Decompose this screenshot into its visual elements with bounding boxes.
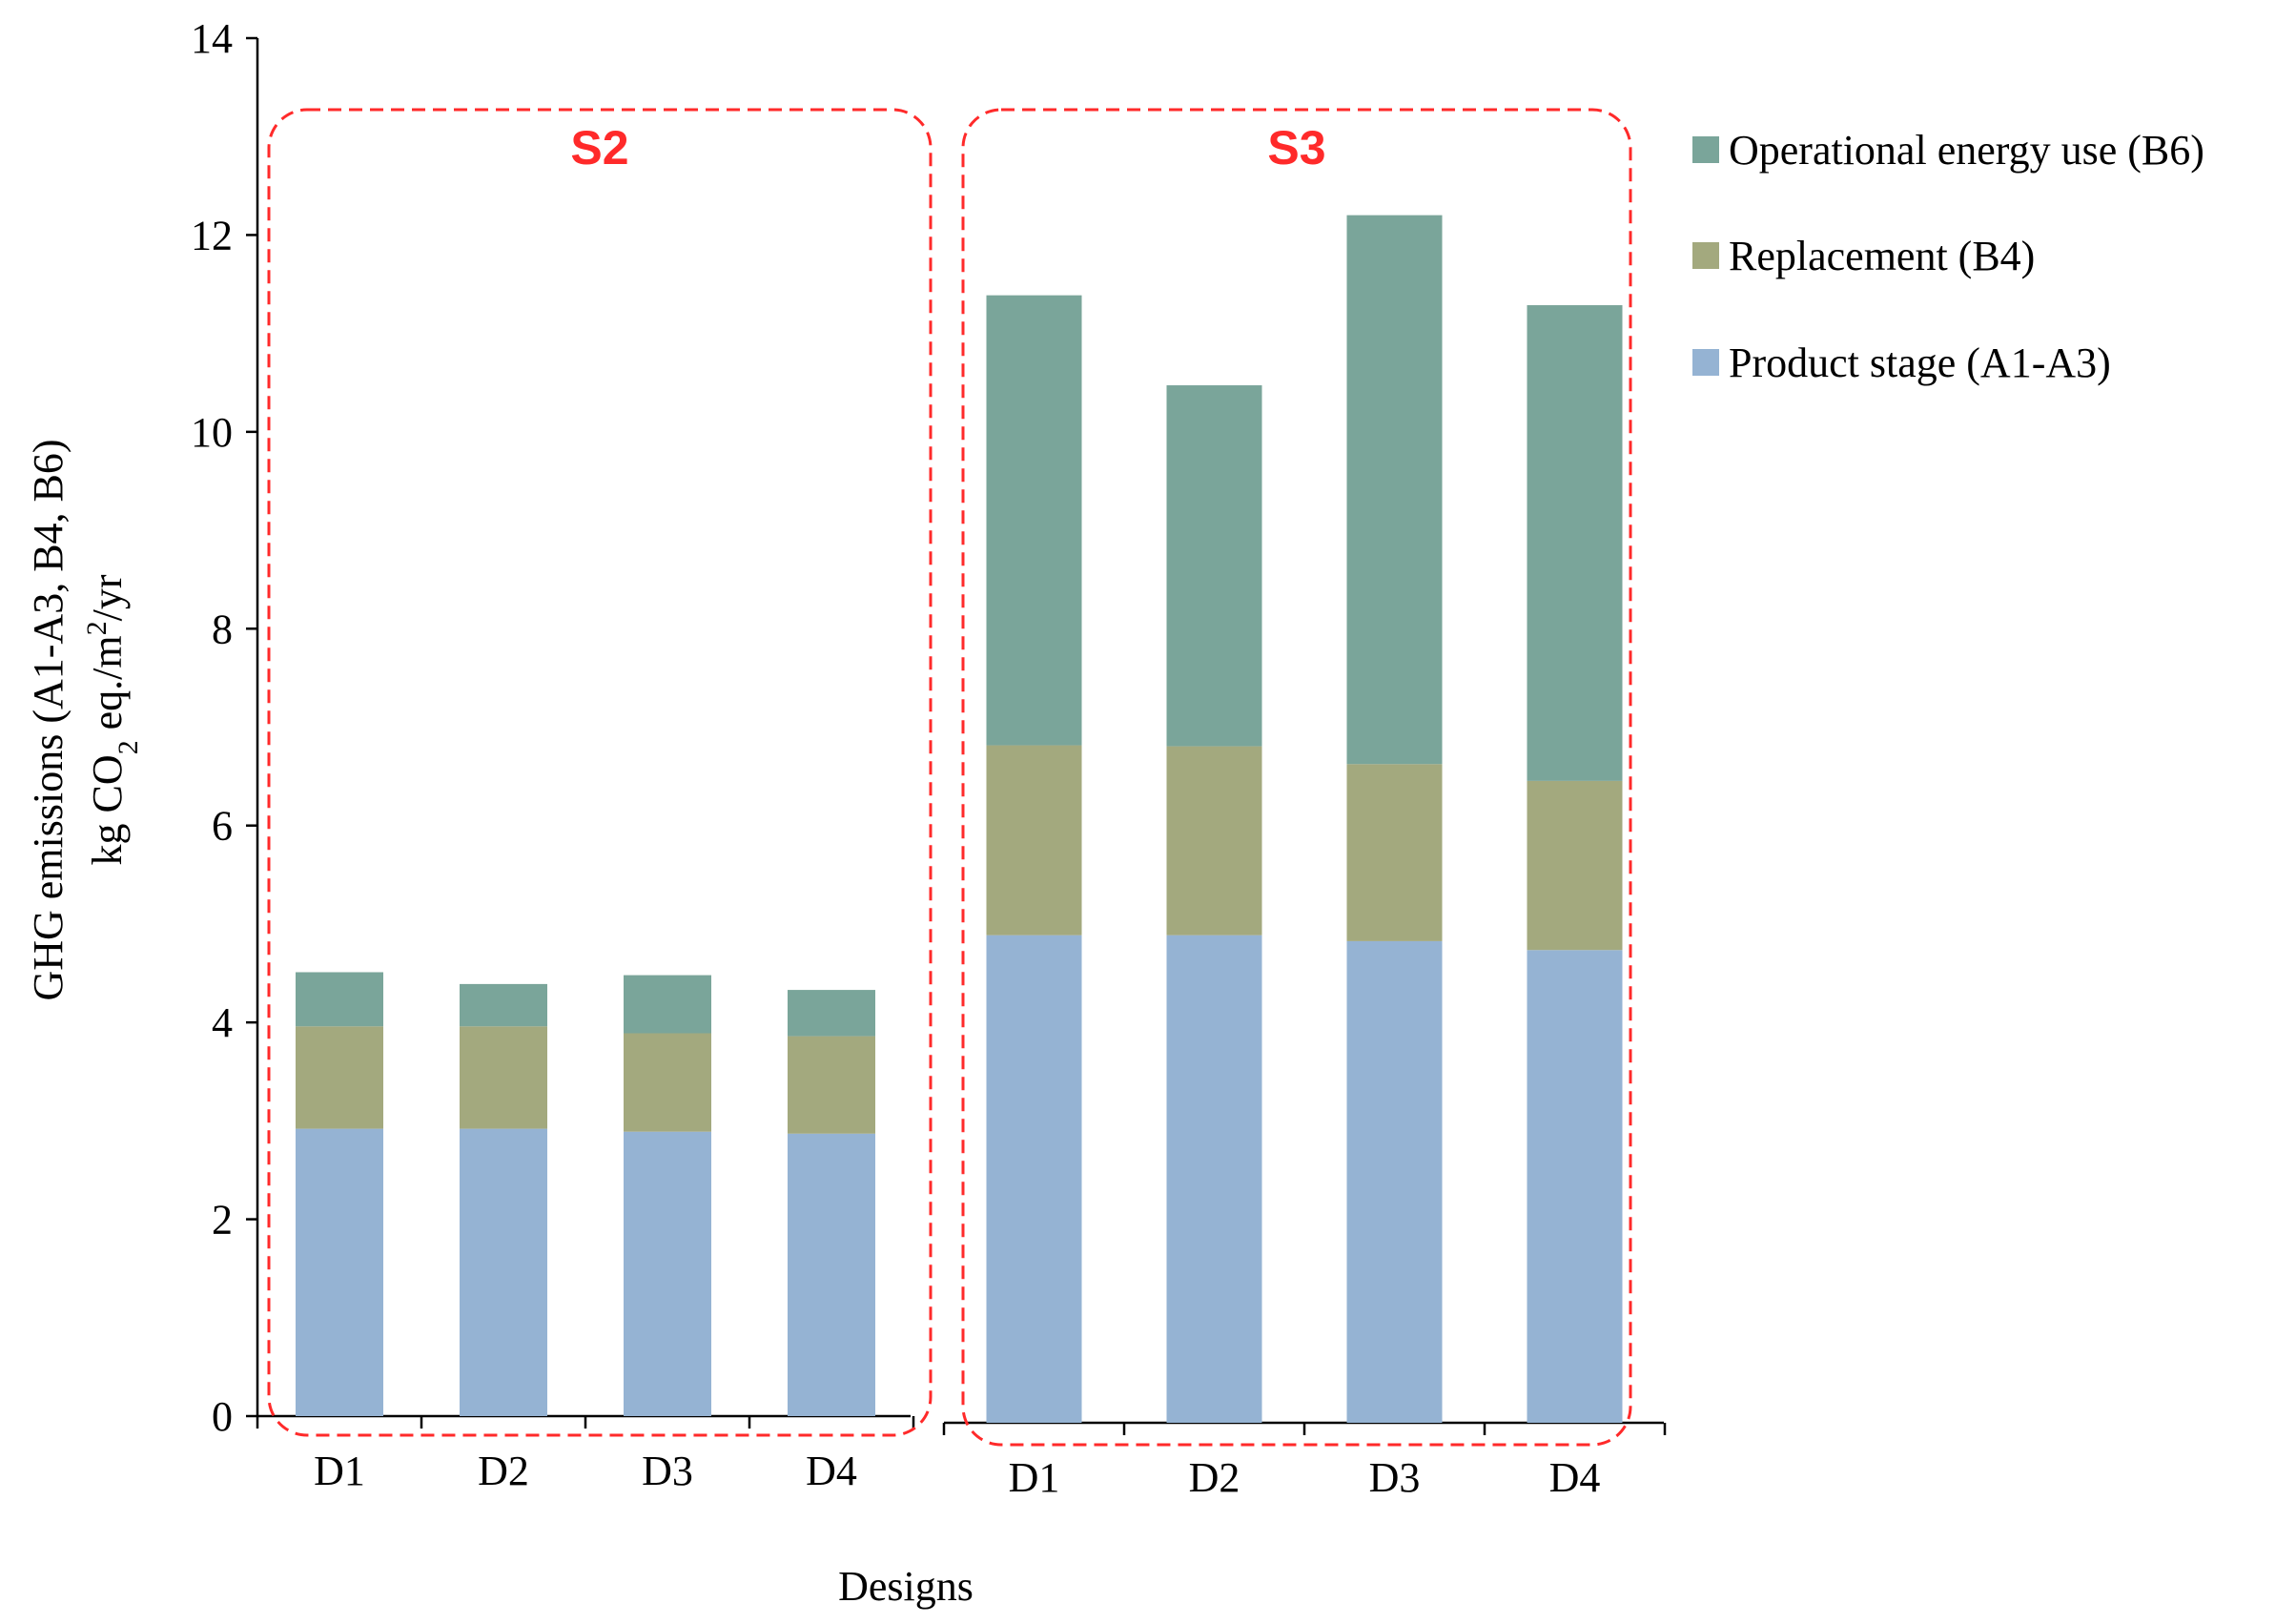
bar-s3-d3-series-0 [1346,940,1443,1423]
bar-s3-d4-series-2 [1527,305,1623,781]
bar-s3-d4-series-1 [1527,780,1623,951]
bar-s2-d4-series-2 [788,990,875,1037]
axes: 0 2 4 6 8 10 12 14 D1 D2 D3 D4 D1 D2 D3 D4 [191,15,1667,1501]
legend-label-product_stage: Product stage (A1-A3) [1729,339,2111,386]
legend-label-replacement: Replacement (B4) [1729,233,2035,279]
y-tick-label: 0 [212,1393,233,1440]
legend-swatch-product_stage [1692,349,1719,376]
y-tick-label: 14 [191,15,233,62]
bar-s2-d2-series-0 [460,1128,547,1416]
x-tick-label: D3 [642,1448,693,1494]
x-tick-label: D1 [1009,1454,1060,1501]
x-tick-label: D1 [314,1448,365,1494]
bar-s3-d3-series-2 [1346,215,1443,765]
group-frame-s3 [961,108,1632,1447]
y-axis-title-line1: GHG emissions (A1-A3, B4, B6) [25,439,72,1000]
bar-s2-d1-series-0 [296,1128,383,1416]
bar-s3-d2-series-2 [1166,385,1262,747]
bar-s2-d3-series-2 [624,975,711,1034]
y-axis-title-part: /yr [84,574,131,621]
group-frame-s2 [267,108,933,1437]
y-tick-label: 12 [191,212,233,258]
bar-s2-d2-series-2 [460,983,547,1027]
legend-label-operational: Operational energy use (B6) [1729,127,2204,174]
y-axis-title-part: kg CO [84,754,131,865]
bar-s3-d1-series-2 [986,295,1082,746]
x-tick-label: D4 [806,1448,857,1494]
bar-s2-d3-series-1 [624,1033,711,1132]
bar-s3-d2-series-0 [1166,935,1262,1423]
y-axis-title: GHG emissions (A1-A3, B4, B6) kg CO2 eq./… [25,439,144,1000]
group-label-s2: S2 [570,121,628,175]
y-tick-label: 8 [212,606,233,652]
y-tick-label: 10 [191,409,233,456]
legend-swatch-operational [1692,136,1719,163]
bar-s3-d1-series-1 [986,745,1082,935]
bar-s2-d1-series-2 [296,972,383,1027]
bar-s3-d4-series-0 [1527,950,1623,1423]
bars [296,215,1623,1423]
bar-s3-d3-series-1 [1346,764,1443,941]
y-tick-label: 4 [212,999,233,1046]
y-tick-label: 2 [212,1197,233,1244]
bar-s3-d1-series-0 [986,935,1082,1423]
bar-s2-d3-series-0 [624,1131,711,1416]
x-tick-label: D2 [478,1448,529,1494]
y-tick-label: 6 [212,803,233,850]
bar-s2-d4-series-0 [788,1133,875,1416]
bar-s2-d2-series-1 [460,1026,547,1129]
bar-s2-d4-series-1 [788,1036,875,1134]
x-tick-label: D4 [1549,1454,1601,1501]
y-axis-title-part: 2 [113,740,144,754]
x-tick-label: D3 [1369,1454,1421,1501]
bar-s2-d1-series-1 [296,1026,383,1129]
bar-s3-d2-series-1 [1166,746,1262,935]
y-axis-title-line2: kg CO2 eq./m2/yr [81,574,144,865]
legend-swatch-replacement [1692,242,1719,269]
group-label-s3: S3 [1267,121,1325,175]
group-frames: S2 S3 [267,108,1632,1447]
y-axis-title-part: eq./m [84,635,131,740]
x-tick-label: D2 [1189,1454,1240,1501]
x-axis-title: Designs [838,1563,974,1610]
y-axis-title-part: 2 [81,621,113,635]
legend: Operational energy use (B6) Replacement (… [1692,127,2204,386]
